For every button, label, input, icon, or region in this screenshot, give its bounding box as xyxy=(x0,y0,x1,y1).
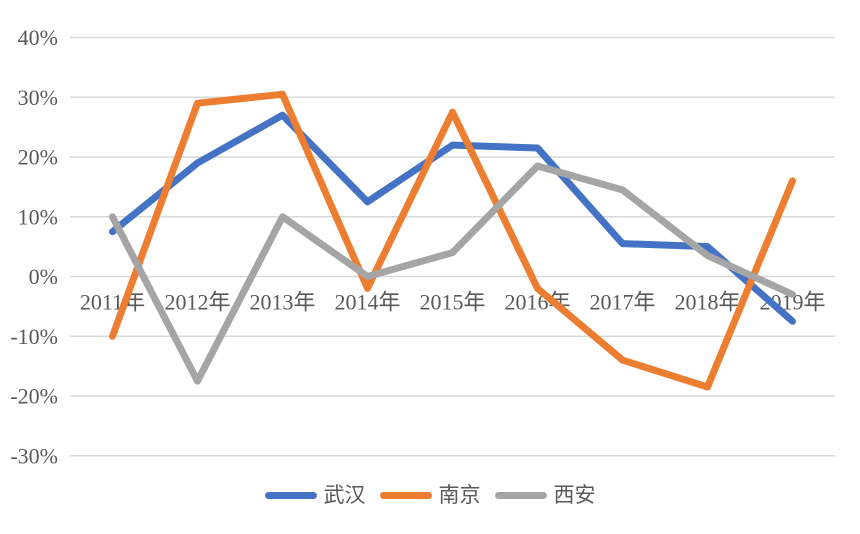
legend-item-xian: 西安 xyxy=(494,483,596,507)
y-axis-tick-label: 40% xyxy=(18,25,58,50)
x-axis-tick-label: 2014年 xyxy=(334,290,400,315)
series-line-0 xyxy=(109,111,796,325)
legend: 武汉 南京 西安 xyxy=(0,485,860,506)
x-axis-tick-label: 2018年 xyxy=(674,290,740,315)
x-axis-tick-label: 2015年 xyxy=(419,290,485,315)
legend-item-wuhan: 武汉 xyxy=(264,483,366,507)
x-axis-tick-label: 2012年 xyxy=(164,290,230,315)
legend-label-xian: 西安 xyxy=(553,483,596,507)
y-axis-tick-label: 20% xyxy=(18,145,58,170)
legend-swatch-nanjing xyxy=(379,492,432,499)
legend-swatch-xian xyxy=(494,492,547,499)
x-axis-tick-label: 2011年 xyxy=(80,290,145,315)
y-axis-tick-label: -20% xyxy=(10,384,58,409)
x-axis-tick-label: 2017年 xyxy=(589,290,655,315)
legend-swatch-wuhan xyxy=(264,492,317,499)
series-line-1 xyxy=(109,90,796,391)
legend-item-nanjing: 南京 xyxy=(379,483,481,507)
x-axis-tick-label: 2013年 xyxy=(249,290,315,315)
legend-label-wuhan: 武汉 xyxy=(323,483,366,507)
y-axis-tick-label: 30% xyxy=(18,85,58,110)
legend-label-nanjing: 南京 xyxy=(438,483,481,507)
y-axis-tick-label: 0% xyxy=(29,264,58,289)
y-axis-tick-label: 10% xyxy=(18,204,58,229)
y-axis-tick-label: -10% xyxy=(10,324,58,349)
y-axis-tick-label: -30% xyxy=(10,443,58,468)
series-line-2 xyxy=(109,162,796,385)
